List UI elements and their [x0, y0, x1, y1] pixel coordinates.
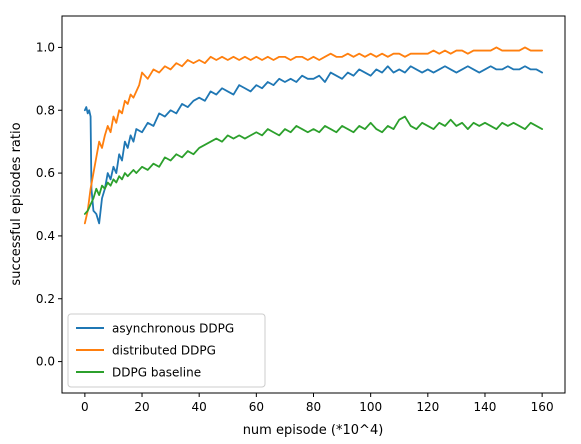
x-tick-label: 40 — [192, 400, 207, 414]
y-tick-label: 1.0 — [36, 40, 55, 54]
series-line-0 — [83, 65, 544, 225]
x-tick-label: 0 — [81, 400, 89, 414]
x-tick-label: 120 — [416, 400, 439, 414]
x-axis-label: num episode (*10^4) — [243, 423, 384, 438]
series-layer — [83, 46, 544, 225]
x-ticks: 0 20 40 60 80 100 120 140 160 — [81, 393, 554, 414]
x-tick-label: 160 — [531, 400, 554, 414]
x-tick-label: 100 — [359, 400, 382, 414]
y-tick-label: 0.8 — [36, 103, 55, 117]
x-tick-label: 80 — [306, 400, 321, 414]
x-tick-label: 60 — [249, 400, 264, 414]
x-tick-label: 20 — [134, 400, 149, 414]
legend-label: DDPG baseline — [112, 366, 201, 380]
y-tick-label: 0.4 — [36, 229, 55, 243]
x-tick-label: 140 — [474, 400, 497, 414]
y-tick-label: 0.6 — [36, 166, 55, 180]
legend-label: distributed DDPG — [112, 344, 216, 358]
legend-label: asynchronous DDPG — [112, 322, 234, 336]
y-tick-label: 0.0 — [36, 355, 55, 369]
series-line-1 — [83, 46, 544, 225]
y-axis-label: successful episodes ratio — [9, 122, 24, 285]
y-tick-label: 0.2 — [36, 292, 55, 306]
y-ticks: 0.0 0.2 0.4 0.6 0.8 1.0 — [36, 40, 62, 369]
legend: asynchronous DDPG distributed DDPG DDPG ba… — [67, 313, 266, 388]
legend-box — [67, 313, 266, 388]
series-line-2 — [83, 115, 544, 215]
